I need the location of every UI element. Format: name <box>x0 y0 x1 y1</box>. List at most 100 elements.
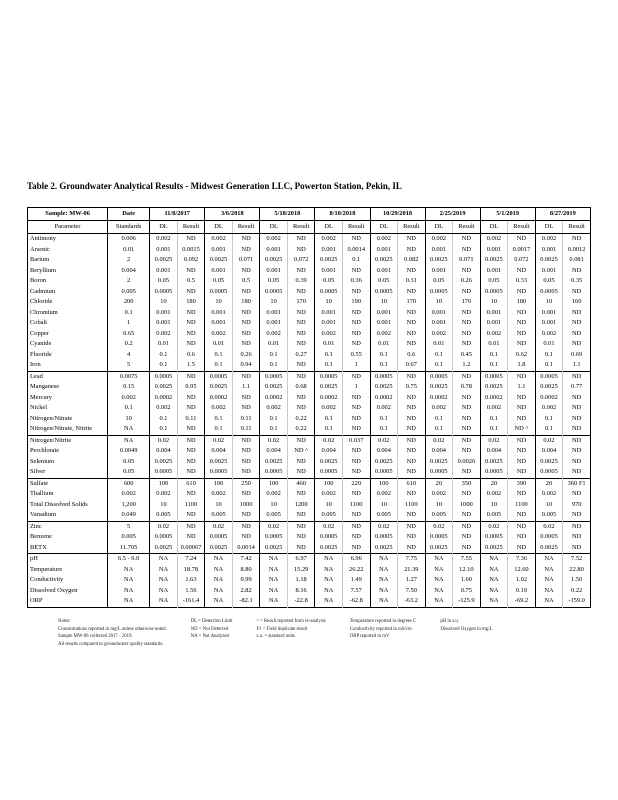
result-cell: ND <box>176 233 205 245</box>
result-cell: 7.75 <box>397 553 426 565</box>
result-header: Result <box>397 220 426 234</box>
result-cell: 0.082 <box>397 255 426 266</box>
dl-cell: 0.0025 <box>204 255 233 266</box>
result-cell: 1200 <box>286 499 315 510</box>
dl-cell: 0.001 <box>149 265 178 276</box>
result-cell: 1000 <box>231 499 260 510</box>
result-cell: ND <box>507 489 536 500</box>
dl-cell: 0.001 <box>479 244 508 255</box>
dl-cell: 0.0005 <box>479 370 508 382</box>
dl-cell: 0.002 <box>479 489 508 500</box>
dl-cell: 0.02 <box>369 434 398 446</box>
result-cell: ND <box>562 413 591 424</box>
standard-cell: 2 <box>107 255 150 266</box>
result-cell: ND <box>286 510 315 521</box>
table-row: Cadmium 0.005 0.0005 ND 0.0005 ND 0.0005 ND 0.00… <box>28 286 591 297</box>
dl-cell: NA <box>204 596 233 607</box>
result-cell: -69.2 <box>507 596 536 607</box>
result-cell: ND <box>341 370 370 382</box>
dl-cell: NA <box>424 585 453 596</box>
parameter-cell: ORP <box>30 597 43 604</box>
result-cell: ND ^ <box>507 424 536 435</box>
dl-cell: 0.1 <box>534 349 563 360</box>
result-cell: ND <box>341 339 370 350</box>
date-header-row: Sample: MW-06 Date 11/8/2017 3/6/2018 5/18… <box>27 207 591 221</box>
dl-cell: 0.0005 <box>534 370 563 382</box>
result-cell: ND <box>397 520 426 532</box>
dl-cell: 0.1 <box>424 424 453 435</box>
dl-cell: 0.1 <box>149 349 178 360</box>
standard-cell: 0.2 <box>107 339 150 350</box>
dl-cell: 0.002 <box>149 328 178 339</box>
result-cell: -62.8 <box>341 596 370 607</box>
footnote-line: Sample MW-06 collected 2017 - 2019. <box>58 634 133 640</box>
dl-cell: 0.0025 <box>479 542 508 554</box>
dl-cell: 0.0025 <box>424 255 453 266</box>
result-cell: 170 <box>286 297 315 308</box>
result-cell: 0.071 <box>231 255 260 266</box>
result-cell: ND <box>231 339 260 350</box>
result-cell: ND <box>397 265 426 276</box>
dl-cell: 0.1 <box>204 413 233 424</box>
result-cell: ND <box>452 307 481 318</box>
dl-cell: 10 <box>479 297 508 308</box>
dl-cell: 0.005 <box>204 510 233 521</box>
dl-cell: 0.1 <box>314 360 343 371</box>
dl-cell: 0.001 <box>534 307 563 318</box>
result-cell: ND <box>176 370 205 382</box>
result-cell: 0.1 <box>341 255 370 266</box>
result-cell: 0.072 <box>286 255 315 266</box>
dl-cell: 0.002 <box>259 403 288 414</box>
result-cell: ND <box>286 244 315 255</box>
result-cell: 1100 <box>507 499 536 510</box>
dl-cell: 0.0025 <box>204 456 233 467</box>
dl-cell: 0.1 <box>424 349 453 360</box>
dl-cell: 0.1 <box>204 424 233 435</box>
dl-cell: NA <box>149 564 178 575</box>
dl-cell: 0.0005 <box>534 286 563 297</box>
dl-cell: NA <box>204 575 233 586</box>
dl-cell: 0.004 <box>369 446 398 457</box>
result-cell: ND <box>507 370 536 382</box>
dl-cell: 0.002 <box>204 328 233 339</box>
date-header: 8/27/2019 <box>534 207 591 221</box>
date-header: 5/1/2019 <box>479 207 536 221</box>
table-row: Mercury 0.002 0.0002 ND 0.0002 ND 0.0002 ND 0.00… <box>28 392 591 403</box>
result-cell: 0.11 <box>231 413 260 424</box>
result-cell: ND <box>397 434 426 446</box>
result-cell: 0.037 <box>341 434 370 446</box>
result-cell: ND <box>397 489 426 500</box>
table-row: Perchlorate 0.0049 0.004 ND 0.004 ND 0.004 ND ^… <box>28 446 591 457</box>
result-cell: ND <box>452 424 481 435</box>
dl-cell: NA <box>259 564 288 575</box>
dl-cell: 0.0025 <box>314 382 343 393</box>
result-cell: 1.1 <box>231 382 260 393</box>
result-cell: 1000 <box>452 499 481 510</box>
dl-cell: 0.02 <box>479 520 508 532</box>
result-cell: ND <box>341 307 370 318</box>
dl-cell: 0.0005 <box>259 286 288 297</box>
result-cell: ND <box>176 532 205 543</box>
dl-cell: 0.0005 <box>149 467 178 478</box>
dl-cell: 0.0025 <box>424 542 453 554</box>
standard-cell: 1 <box>107 318 150 329</box>
result-cell: ND <box>397 339 426 350</box>
dl-cell: 0.0005 <box>369 370 398 382</box>
dl-cell: 0.002 <box>369 489 398 500</box>
table-row: Iron 5 0.1 1.5 0.1 0.94 0.1 ND 0.1 1 0.1 0.67 0.1 1.2… <box>28 360 591 371</box>
dl-cell: 0.01 <box>314 339 343 350</box>
result-header: Result <box>176 220 205 234</box>
result-cell: 970 <box>562 499 591 510</box>
result-cell: 6.96 <box>341 553 370 565</box>
footnote-column: pH in s.u. Dissolved Oxygen in mg/L <box>440 618 492 649</box>
dl-cell: 0.0025 <box>204 382 233 393</box>
result-cell: ND <box>231 510 260 521</box>
dl-cell: 0.002 <box>259 328 288 339</box>
footnote-line: Dissolved Oxygen in mg/L <box>440 626 493 632</box>
parameter-cell: Manganese <box>30 383 60 390</box>
dl-cell: 0.01 <box>534 339 563 350</box>
parameter-cell: pH <box>27 553 108 565</box>
footnote-line: Temperature reported in degrees C <box>349 619 417 624</box>
result-cell: ND <box>562 370 591 382</box>
result-cell: 0.22 <box>286 424 315 435</box>
